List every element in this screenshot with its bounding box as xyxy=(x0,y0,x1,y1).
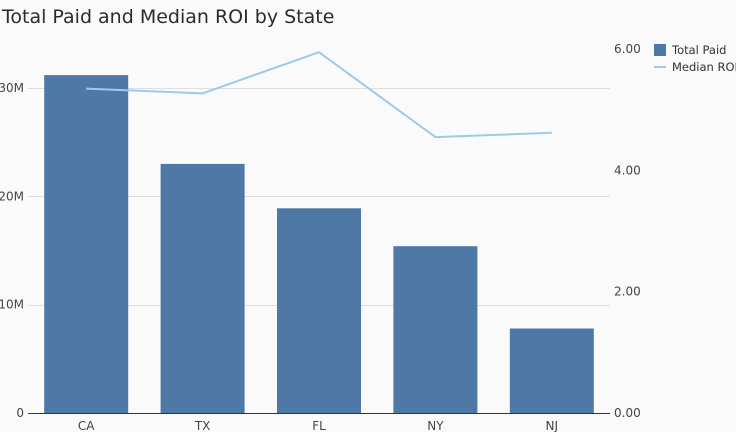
chart-title: Total Paid and Median ROI by State xyxy=(2,6,335,28)
bar-series-total-paid xyxy=(44,75,594,413)
line-series-median-roi xyxy=(86,51,552,139)
y-right-tick-label: 0.00 xyxy=(614,406,641,420)
x-tick-label: NJ xyxy=(546,419,559,432)
x-tick-label: CA xyxy=(78,419,95,432)
bar-fl xyxy=(277,208,361,413)
y-right-tick-label: 4.00 xyxy=(614,163,641,177)
legend-swatch-bar xyxy=(654,44,666,56)
x-tick-label: FL xyxy=(312,419,326,432)
y-left-tick-label: 0 xyxy=(16,406,24,420)
x-tick-label: TX xyxy=(194,419,211,432)
axes: CA TX FL NY NJ 0 10M 20M 30M 0.00 2.00 4.00 6.00 xyxy=(0,42,641,432)
bar-ny xyxy=(393,246,478,413)
legend-label: Median ROI xyxy=(672,60,736,74)
x-tick-label: NY xyxy=(427,419,444,432)
bar-ca xyxy=(44,75,129,413)
bar-tx xyxy=(160,163,245,413)
y-left-tick-label: 20M xyxy=(0,189,24,203)
y-right-tick-label: 6.00 xyxy=(614,42,641,56)
y-left-tick-label: 30M xyxy=(0,81,24,95)
legend-label: Total Paid xyxy=(671,43,726,57)
line-median-roi xyxy=(86,51,552,139)
legend: Total Paid Median ROI xyxy=(654,43,736,74)
bar-nj xyxy=(509,328,594,413)
y-right-tick-label: 2.00 xyxy=(614,285,641,299)
y-left-tick-label: 10M xyxy=(0,298,24,312)
